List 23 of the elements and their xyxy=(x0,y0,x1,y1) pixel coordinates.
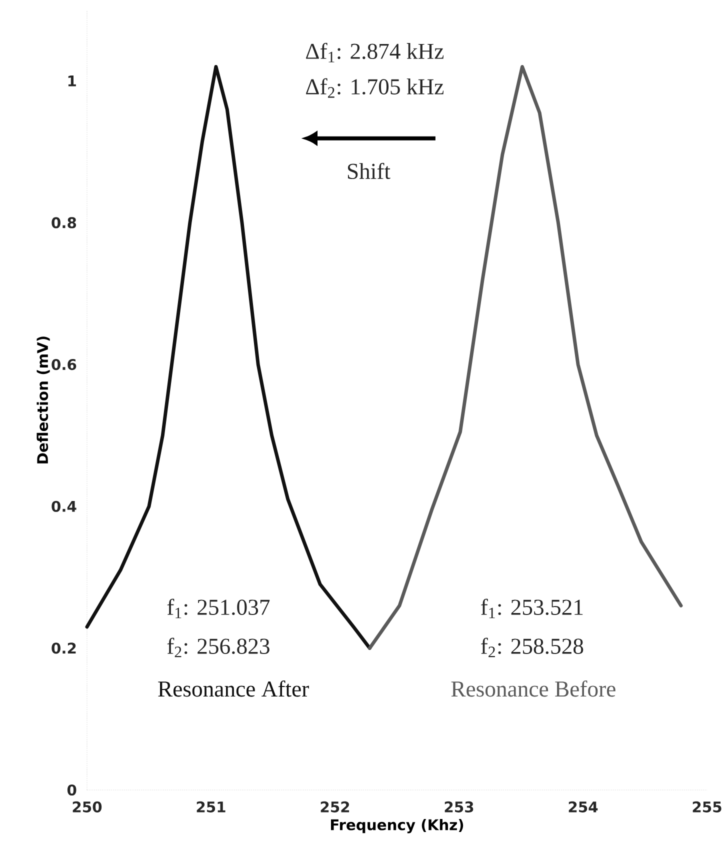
y-tick-label: 1 xyxy=(68,76,76,86)
annotation: Δf$_{2}$: 1.705 kHz xyxy=(306,78,444,98)
x-tick-label: 251 xyxy=(196,801,226,812)
text: Resonance After xyxy=(158,680,309,697)
annotation: f$_{2}$: 256.823 xyxy=(167,638,270,658)
y-tick-label: 0.6 xyxy=(52,359,76,370)
x-tick-label: 254 xyxy=(568,801,598,812)
y-tick-label: 0.4 xyxy=(52,500,76,512)
text: Resonance Before xyxy=(451,680,616,697)
x-tick-label: 250 xyxy=(72,801,102,812)
annotation: Shift xyxy=(348,162,390,180)
y-tick-label: 0 xyxy=(67,784,76,796)
annotation: f$_{2}$: 258.528 xyxy=(481,638,584,658)
x-tick-label: 255 xyxy=(692,801,722,812)
annotation: f$_{1}$: 251.037 xyxy=(167,598,270,618)
x-tick-label: 253 xyxy=(444,801,474,812)
y-tick-label: 0.2 xyxy=(52,642,76,654)
annotation: Δf$_{1}$: 2.874 kHz xyxy=(306,42,444,62)
annotation: f$_{1}$: 253.521 xyxy=(481,598,583,618)
y-axis-title: Deflection (mV) xyxy=(36,336,50,464)
y-tick-label: 0.8 xyxy=(52,217,76,228)
x-tick-label: 252 xyxy=(320,801,350,812)
x-axis-title: Frequency (Khz) xyxy=(330,818,464,834)
